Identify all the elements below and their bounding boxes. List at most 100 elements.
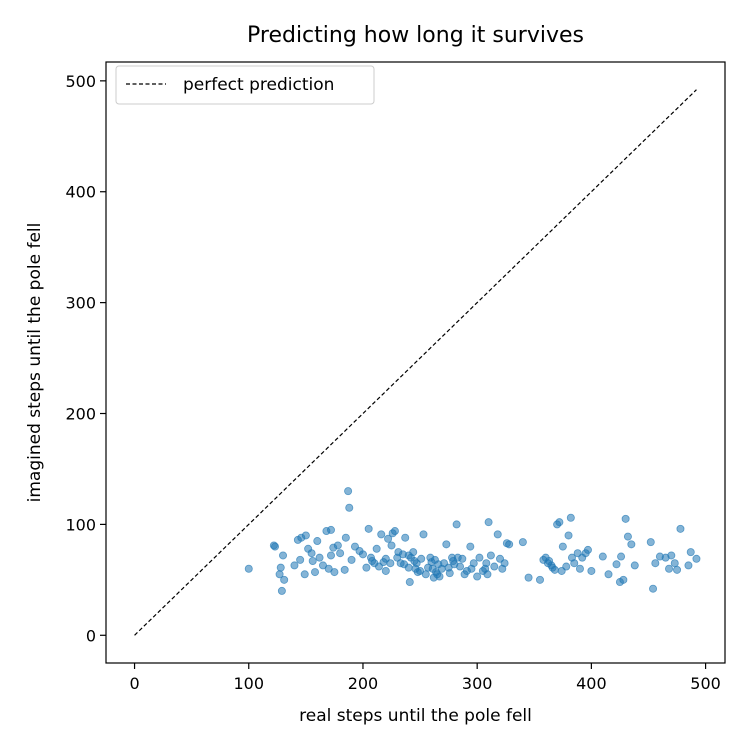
chart-title: Predicting how long it survives (247, 23, 584, 48)
scatter-point (421, 570, 430, 579)
scatter-point (296, 555, 305, 564)
scatter-point (452, 520, 461, 529)
scatter-point (277, 586, 286, 595)
scatter-point (500, 559, 509, 568)
scatter-point (604, 570, 613, 579)
scatter-point (649, 584, 658, 593)
scatter-point (290, 561, 299, 570)
y-tick-label: 100 (65, 515, 96, 534)
scatter-point (384, 534, 393, 543)
legend-box (115, 65, 375, 105)
scatter-point (326, 525, 335, 534)
scatter-point (564, 531, 573, 540)
y-axis-ticks: 0 100 200 300 400 500 (65, 72, 106, 645)
x-tick-label: 0 (129, 674, 139, 693)
scatter-point (442, 540, 451, 549)
scatter-point (381, 566, 390, 575)
scatter-point (419, 530, 428, 539)
scatter-point (550, 565, 559, 574)
scatter-point (469, 559, 478, 568)
scatter-point (684, 561, 693, 570)
legend-label: perfect prediction (183, 75, 334, 95)
x-tick-label: 400 (576, 674, 607, 693)
scatter-point (627, 540, 636, 549)
scatter-point (340, 565, 349, 574)
y-tick-label: 500 (65, 72, 96, 91)
y-tick-label: 200 (65, 405, 96, 424)
scatter-point (673, 565, 682, 574)
scatter-point (630, 561, 639, 570)
scatter-point (280, 575, 289, 584)
scatter-point (362, 563, 371, 572)
scatter-point (344, 487, 353, 496)
scatter-point (646, 538, 655, 547)
scatter-point (667, 551, 676, 560)
scatter-point (486, 551, 495, 560)
scatter-point (518, 538, 527, 547)
legend: perfect prediction (115, 65, 375, 105)
scatter-point (612, 560, 621, 569)
scatter-point (279, 551, 288, 560)
scatter-point (347, 555, 356, 564)
scatter-point (651, 559, 660, 568)
scatter-point (535, 575, 544, 584)
y-tick-label: 0 (86, 626, 96, 645)
scatter-point (621, 514, 630, 523)
scatter-point (417, 554, 426, 563)
y-axis-label: imagined steps until the pole fell (25, 223, 45, 503)
scatter-point (617, 552, 626, 561)
x-axis-label: real steps until the pole fell (299, 706, 532, 726)
scatter-point (456, 562, 465, 571)
scatter-point (505, 540, 514, 549)
scatter-point (326, 551, 335, 560)
scatter-point (686, 548, 695, 557)
scatter-point (300, 570, 309, 579)
x-tick-label: 100 (233, 674, 264, 693)
scatter-point (308, 556, 317, 565)
scatter-point (484, 518, 493, 527)
scatter-point (313, 537, 322, 546)
scatter-point (310, 568, 319, 577)
x-tick-label: 500 (690, 674, 721, 693)
scatter-point (493, 530, 502, 539)
scatter-point (619, 575, 628, 584)
scatter-point (330, 568, 339, 577)
scatter-point (390, 527, 399, 536)
scatter-point (623, 532, 632, 541)
scatter-point (345, 503, 354, 512)
scatter-point (670, 559, 679, 568)
scatter-point (276, 563, 285, 572)
scatter-point (386, 559, 395, 568)
scatter-point (336, 549, 345, 558)
x-tick-label: 300 (462, 674, 493, 693)
scatter-point (445, 569, 454, 578)
scatter-point (570, 559, 579, 568)
scatter-point (692, 554, 701, 563)
reference-line-group (134, 89, 697, 636)
scatter-point (377, 530, 386, 539)
scatter-point (558, 542, 567, 551)
data-points (244, 487, 701, 595)
scatter-point (401, 533, 410, 542)
perfect-prediction-line (134, 89, 697, 636)
scatter-point (341, 533, 350, 542)
scatter-point (676, 524, 685, 533)
scatter-point (307, 549, 316, 558)
scatter-point (301, 531, 310, 540)
scatter-point (387, 541, 396, 550)
scatter-point (475, 553, 484, 562)
scatter-point (555, 518, 564, 527)
scatter-point (409, 548, 418, 557)
scatter-point (358, 550, 367, 559)
scatter-point (587, 566, 596, 575)
scatter-point (435, 572, 444, 581)
scatter-point (315, 553, 324, 562)
scatter-point (575, 564, 584, 573)
scatter-point (598, 552, 607, 561)
scatter-point (473, 572, 482, 581)
scatter-point (482, 559, 491, 568)
scatter-point (458, 554, 467, 563)
scatter-point (524, 573, 533, 582)
scatter-point (244, 564, 253, 573)
